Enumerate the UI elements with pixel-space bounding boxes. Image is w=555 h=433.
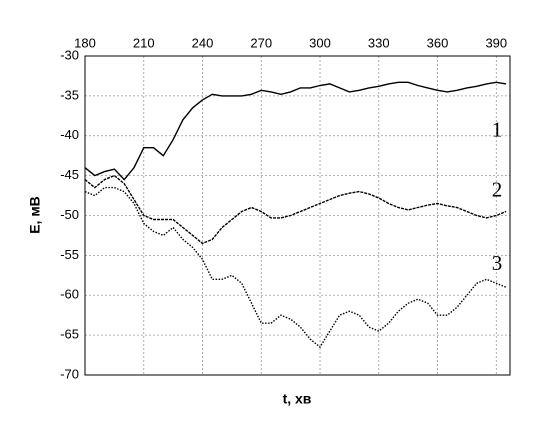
series-line [84, 81, 507, 181]
x-tick-label: 240 [192, 35, 214, 50]
y-tick-label: -45 [60, 167, 79, 182]
series-line [84, 174, 507, 245]
x-tick-label: 360 [427, 35, 449, 50]
series-label: 2 [492, 177, 503, 201]
x-tick-label: 300 [309, 35, 331, 50]
y-axis-title: E, мВ [27, 196, 43, 234]
y-tick-label: -55 [60, 247, 79, 262]
x-tick-label: 210 [133, 35, 155, 50]
plot-frame [84, 55, 511, 376]
series-label: 1 [492, 118, 503, 142]
y-tick-label: -35 [60, 87, 79, 102]
x-tick-label: 270 [250, 35, 272, 50]
y-tick-label: -70 [60, 366, 79, 381]
series-label: 3 [492, 251, 503, 275]
y-tick-label: -60 [60, 287, 79, 302]
x-tick-label: 180 [74, 35, 96, 50]
x-tick-label: 390 [485, 35, 507, 50]
series-line [84, 186, 507, 349]
x-tick-label: 330 [368, 35, 390, 50]
x-axis-title: t, хв [283, 391, 312, 407]
y-tick-label: -30 [60, 47, 79, 62]
y-tick-label: -65 [60, 327, 79, 342]
y-tick-label: -40 [60, 127, 79, 142]
y-tick-label: -50 [60, 207, 79, 222]
